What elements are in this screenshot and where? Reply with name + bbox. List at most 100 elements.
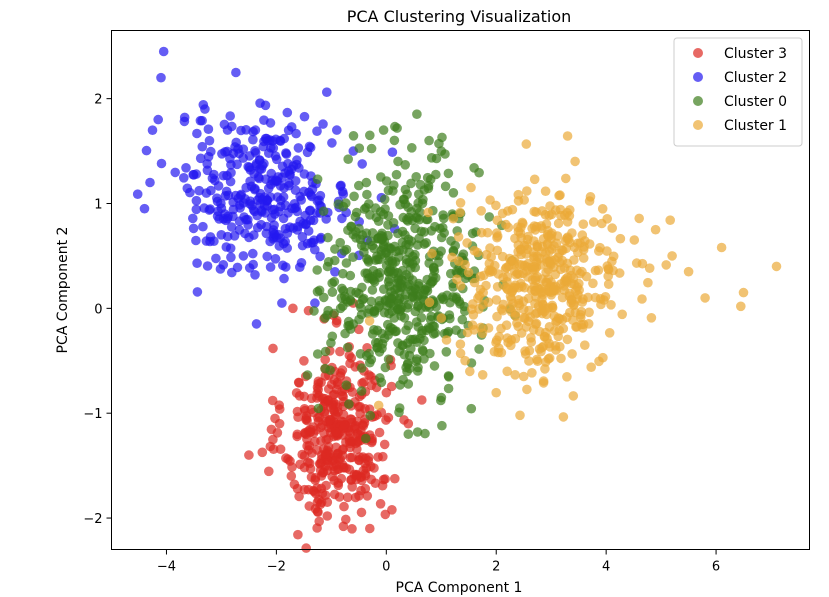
cluster-3-point [317, 393, 328, 404]
cluster-0-point [314, 285, 325, 296]
cluster-1-point [483, 297, 494, 308]
cluster-3-point [334, 492, 345, 502]
cluster-1-point [498, 299, 509, 310]
cluster-0-point [372, 251, 382, 262]
cluster-3-point [361, 463, 372, 473]
cluster-0-point [437, 222, 448, 233]
cluster-0-point [390, 326, 401, 337]
cluster-0-point [379, 333, 390, 344]
cluster-1-point [492, 215, 503, 226]
cluster-1-point [513, 196, 524, 206]
cluster-0-point [416, 303, 427, 314]
cluster-3-point [314, 516, 325, 527]
cluster-2-point [308, 237, 318, 248]
cluster-1-point [518, 371, 529, 382]
cluster-2-point [279, 133, 290, 144]
cluster-1-point [566, 278, 577, 289]
cluster-0-point [323, 305, 334, 316]
cluster-0-point [365, 130, 375, 141]
cluster-2-point [198, 221, 208, 232]
cluster-1-point [572, 238, 583, 249]
cluster-1-point [556, 353, 566, 364]
cluster-1-point [665, 215, 675, 225]
cluster-2-point [265, 262, 276, 272]
cluster-2-point [216, 203, 227, 213]
cluster-2-point [231, 67, 241, 78]
cluster-3-point [342, 492, 353, 503]
cluster-1-point [646, 313, 657, 323]
cluster-1-point [631, 258, 642, 268]
cluster-3-point [275, 444, 286, 455]
cluster-1-point [643, 277, 653, 288]
cluster-1-point [583, 319, 594, 329]
cluster-2-point [145, 177, 155, 188]
cluster-1-point [518, 296, 529, 307]
cluster-0-point [313, 403, 324, 414]
cluster-2-point [293, 143, 304, 153]
cluster-2-point [170, 167, 180, 178]
cluster-1-point [540, 327, 551, 338]
cluster-1-point [584, 196, 595, 206]
cluster-1-point [590, 265, 601, 276]
cluster-1-point [452, 274, 462, 285]
cluster-1-point [436, 313, 447, 323]
cluster-3-point [288, 303, 298, 314]
cluster-1-point [603, 279, 614, 290]
cluster-2-point [132, 189, 143, 199]
cluster-1-point [543, 303, 553, 313]
cluster-2-point [202, 261, 213, 271]
cluster-2-point [250, 125, 261, 135]
cluster-3-point [294, 378, 304, 388]
cluster-1-point [448, 213, 459, 224]
cluster-0-point [312, 349, 323, 359]
cluster-3-point [356, 507, 367, 518]
cluster-0-point [412, 109, 422, 119]
cluster-0-point [417, 345, 428, 355]
cluster-0-point [379, 194, 390, 205]
cluster-0-point [383, 211, 394, 221]
cluster-2-point [263, 183, 274, 194]
cluster-1-point [550, 341, 561, 351]
cluster-2-point [281, 262, 291, 272]
cluster-3-point [317, 420, 328, 430]
cluster-3-point [332, 384, 342, 395]
cluster-2-point [295, 262, 305, 273]
cluster-3-point [293, 412, 303, 423]
cluster-0-point [394, 403, 405, 413]
cluster-3-point [386, 381, 397, 392]
cluster-0-point [390, 121, 400, 132]
legend-box [673, 37, 803, 147]
cluster-2-point [255, 98, 265, 108]
cluster-1-point [465, 366, 475, 377]
cluster-2-point [299, 169, 310, 179]
x-axis: −4 −2 0 2 4 6 [157, 549, 720, 575]
cluster-2-point [191, 195, 202, 206]
cluster-1-point [650, 224, 661, 235]
cluster-0-point [397, 275, 407, 286]
cluster-0-point [335, 237, 346, 248]
cluster-0-point [414, 233, 424, 244]
cluster-0-point [380, 248, 391, 258]
cluster-2-point [244, 232, 254, 243]
cluster-3-point [322, 511, 333, 521]
cluster-2-point [139, 203, 150, 214]
cluster-2-point [238, 144, 249, 154]
cluster-0-point [406, 207, 417, 217]
x-tick-label: 0 [382, 560, 390, 575]
cluster-2-point [282, 107, 293, 118]
cluster-1-point [588, 278, 598, 289]
cluster-1-point [602, 246, 612, 256]
cluster-0-point [421, 238, 432, 248]
cluster-1-point [547, 244, 557, 254]
cluster-3-point [292, 429, 303, 440]
y-tick-label: 0 [94, 302, 102, 317]
cluster-0-point [411, 172, 422, 182]
cluster-0-point [312, 174, 323, 184]
cluster-1-point [466, 182, 476, 193]
cluster-2-point [191, 204, 202, 215]
cluster-1-point [462, 238, 472, 248]
legend-marker-cluster-1 [693, 120, 703, 130]
cluster-0-point [424, 135, 434, 146]
cluster-1-point [516, 244, 526, 255]
cluster-2-point [270, 253, 281, 264]
